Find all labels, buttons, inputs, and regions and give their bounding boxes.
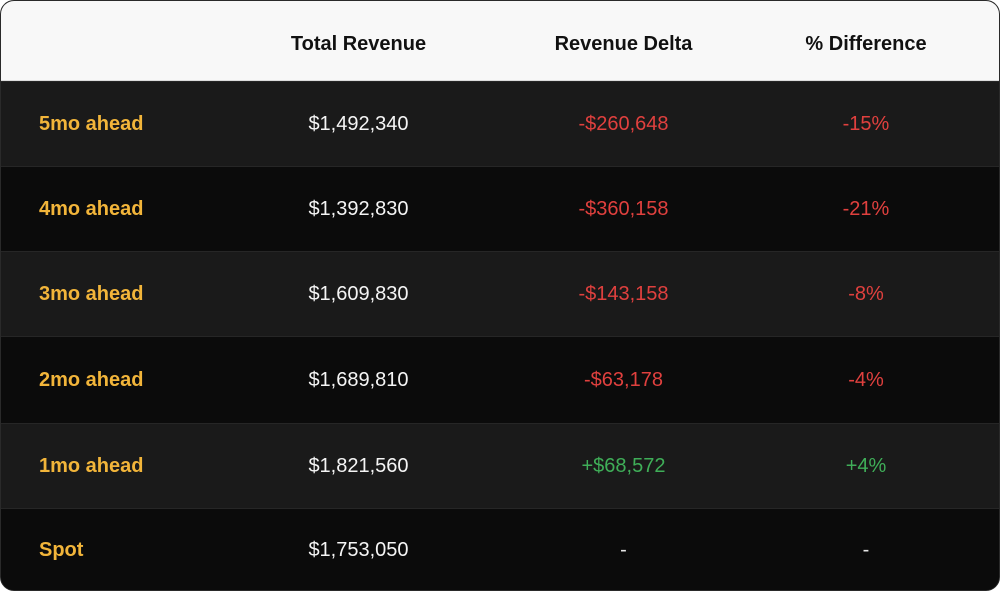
row-label: 1mo ahead — [39, 454, 144, 477]
percent-difference-cell: -4% — [848, 368, 884, 391]
percent-difference-cell: - — [862, 539, 870, 561]
row-label: 5mo ahead — [39, 112, 144, 135]
row-label: Spot — [39, 539, 84, 561]
header-total-revenue: Total Revenue — [290, 33, 427, 55]
total-revenue-cell: $1,609,830 — [308, 282, 409, 305]
total-revenue-cell: $1,821,560 — [308, 454, 409, 477]
table-row: 5mo ahead $1,492,340 -$260,648 -15% — [1, 81, 999, 166]
table-row: 1mo ahead $1,821,560 +$68,572 +4% — [1, 423, 999, 508]
table-row: Spot $1,753,050 - - — [1, 508, 999, 590]
total-revenue-cell: $1,689,810 — [308, 368, 409, 391]
revenue-delta-cell: +$68,572 — [581, 454, 666, 477]
table-row: 2mo ahead $1,689,810 -$63,178 -4% — [1, 336, 999, 423]
total-revenue-cell: $1,392,830 — [308, 197, 409, 220]
row-label: 3mo ahead — [39, 282, 144, 305]
revenue-delta-cell: -$143,158 — [578, 282, 669, 305]
table-row: 3mo ahead $1,609,830 -$143,158 -8% — [1, 251, 999, 336]
percent-difference-cell: -8% — [848, 282, 884, 305]
percent-difference-cell: -21% — [842, 197, 890, 220]
header-percent-difference: % Difference — [805, 33, 927, 55]
total-revenue-cell: $1,753,050 — [308, 539, 409, 561]
percent-difference-cell: +4% — [845, 454, 887, 477]
revenue-delta-cell: - — [620, 539, 627, 561]
header-revenue-delta: Revenue Delta — [554, 33, 693, 55]
percent-difference-cell: -15% — [842, 112, 890, 135]
revenue-delta-cell: -$360,158 — [578, 197, 669, 220]
header-label-column — [1, 1, 231, 81]
total-revenue-cell: $1,492,340 — [308, 112, 409, 135]
row-label: 2mo ahead — [39, 368, 144, 391]
revenue-delta-cell: -$260,648 — [578, 112, 669, 135]
table-row: 4mo ahead $1,392,830 -$360,158 -21% — [1, 166, 999, 251]
row-label: 4mo ahead — [39, 197, 144, 220]
table-header: Total Revenue Revenue Delta % Difference — [1, 1, 999, 81]
revenue-delta-cell: -$63,178 — [584, 368, 663, 391]
